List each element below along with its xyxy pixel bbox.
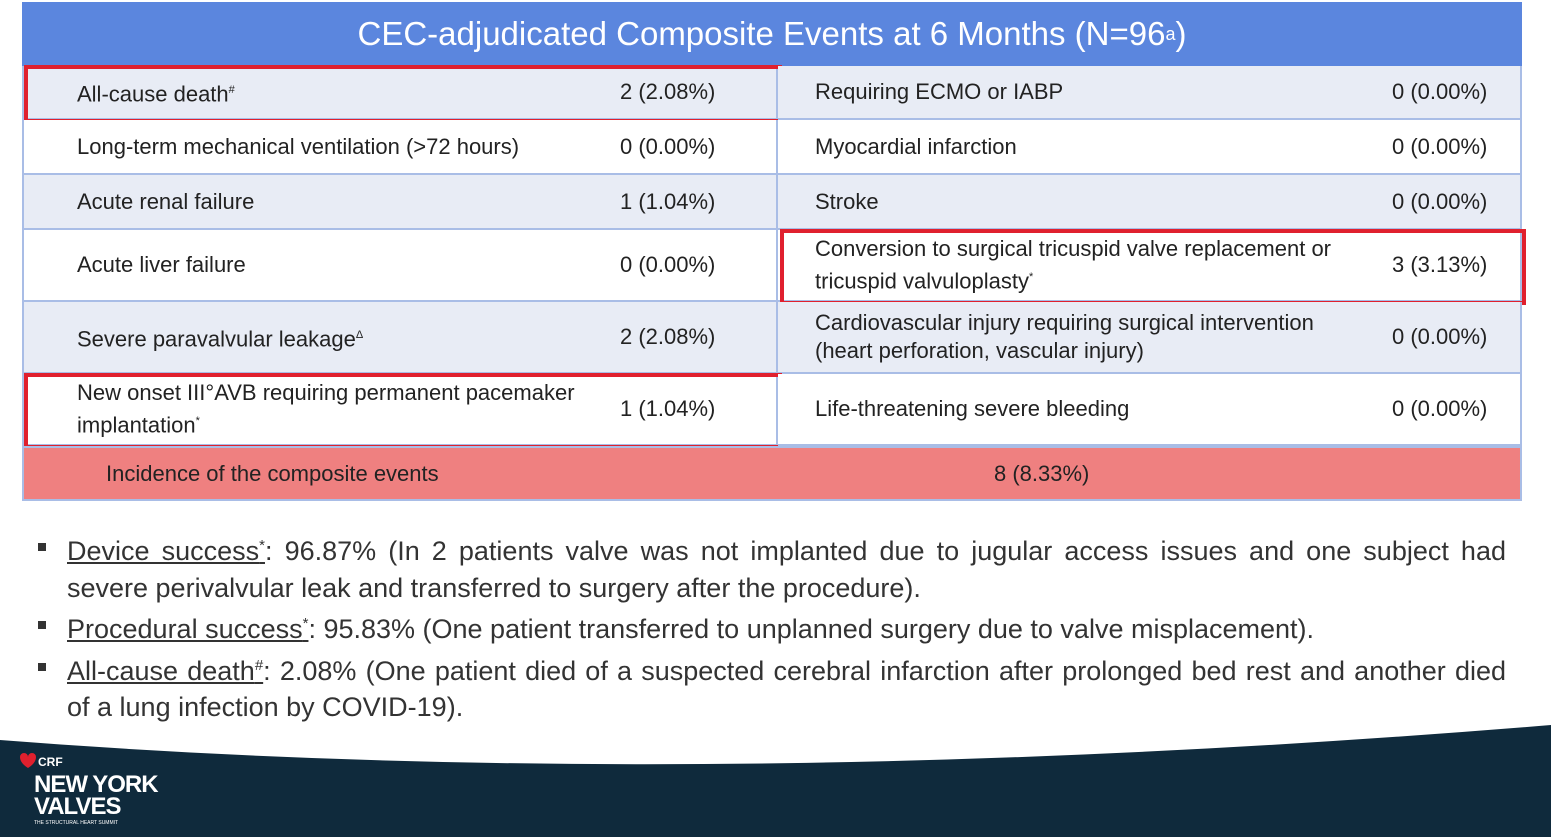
note: Procedural success*: 95.83% (One patient… (38, 606, 1506, 648)
note-text: : 95.83% (One patient transferred to unp… (308, 614, 1315, 644)
highlight-box (780, 229, 1526, 305)
cell-value: 1 (1.04%) (620, 396, 716, 421)
label-sup: * (195, 414, 200, 427)
table-cell: Severe paravalvular leakageΔ 2 (2.08%) (22, 302, 778, 374)
logo-brand: CRF (38, 755, 63, 769)
title-end: ) (1175, 15, 1187, 52)
table-title: CEC-adjudicated Composite Events at 6 Mo… (22, 2, 1522, 66)
cell-label: Acute liver failure (77, 251, 577, 279)
note-term: Device success* (67, 536, 265, 566)
label-text: Cardiovascular injury requiring surgical… (815, 310, 1314, 363)
table-cell: Acute renal failure 1 (1.04%) (22, 175, 778, 230)
cell-value: 0 (0.00%) (1392, 396, 1488, 421)
logo-heart (20, 753, 36, 768)
label-text: Severe paravalvular leakage (77, 326, 356, 352)
table-cell: Conversion to surgical tricuspid valve r… (778, 230, 1522, 302)
cell-value: 1 (1.04%) (620, 188, 716, 214)
table-cell: New onset III°AVB requiring permanent pa… (22, 374, 778, 446)
label-text: Requiring ECMO or IABP (815, 79, 1064, 104)
note-term: Procedural success* (67, 614, 308, 644)
logo-tagline: THE STRUCTURAL HEART SUMMIT (34, 820, 118, 826)
label-text: Acute liver failure (77, 252, 246, 277)
bullet (38, 543, 46, 551)
cell-value: 0 (0.00%) (620, 252, 716, 277)
cell-value: 2 (2.08%) (620, 324, 716, 349)
label-text: Life-threatening severe bleeding (815, 396, 1130, 421)
term-text: Device success (67, 536, 260, 566)
note-term: All-cause death# (67, 656, 263, 686)
table-cell: Stroke 0 (0.00%) (778, 175, 1522, 230)
notes: Device success*: 96.87% (In 2 patients v… (38, 528, 1506, 726)
highlight-box (24, 373, 782, 449)
cell-value: 2 (2.08%) (620, 79, 716, 104)
cell-label: Conversion to surgical tricuspid valve r… (815, 235, 1355, 295)
label-text: New onset III°AVB requiring permanent pa… (77, 379, 575, 438)
table-cell: Requiring ECMO or IABP 0 (0.00%) (778, 66, 1522, 120)
table-cell: Myocardial infarction 0 (0.00%) (778, 120, 1522, 175)
term-sup: * (302, 615, 309, 632)
label-text: Acute renal failure (77, 188, 255, 214)
cell-label: Stroke (815, 188, 1355, 216)
cell-label: All-cause death# (77, 76, 577, 108)
table-cell: Long-term mechanical ventilation (>72 ho… (22, 120, 778, 175)
label-text: Long-term mechanical ventilation (>72 ho… (77, 133, 520, 159)
total-label: Incidence of the composite events (106, 461, 439, 486)
cell-label: Acute renal failure (77, 188, 577, 216)
note: Device success*: 96.87% (In 2 patients v… (38, 528, 1506, 606)
term-text: Procedural success (67, 614, 303, 644)
title-text: CEC-adjudicated Composite Events at 6 Mo… (357, 15, 1166, 52)
total-row: Incidence of the composite events 8 (8.33… (22, 446, 1522, 501)
cell-label: Long-term mechanical ventilation (>72 ho… (77, 133, 577, 161)
label-text: Stroke (815, 188, 879, 214)
cell-label: Cardiovascular injury requiring surgical… (815, 309, 1355, 365)
cell-value: 0 (0.00%) (1392, 324, 1488, 349)
cell-label: New onset III°AVB requiring permanent pa… (77, 379, 577, 439)
label-text: All-cause death (77, 81, 229, 107)
label-sup: # (228, 83, 235, 96)
label-text: Myocardial infarction (815, 133, 1017, 159)
footer: CRF NEW YORK VALVES THE STRUCTURAL HEART… (0, 725, 1551, 837)
term-sup: # (254, 656, 264, 674)
label-sup: Δ (355, 328, 364, 341)
bullet (38, 662, 46, 671)
cell-value: 0 (0.00%) (620, 133, 716, 159)
term-sup: * (259, 537, 265, 554)
cell-value: 0 (0.00%) (1392, 79, 1488, 104)
table-cell: All-cause death# 2 (2.08%) (22, 66, 778, 120)
note: All-cause death#: 2.08% (One patient die… (38, 648, 1506, 726)
highlight-box (24, 65, 782, 123)
table-cell: Acute liver failure 0 (0.00%) (22, 230, 778, 302)
table-cell: Life-threatening severe bleeding 0 (0.00%… (778, 374, 1522, 446)
label-text: Conversion to surgical tricuspid valve r… (815, 235, 1332, 294)
cell-value: 0 (0.00%) (1392, 133, 1488, 159)
note-text: : 96.87% (In 2 patients valve was not im… (67, 536, 1506, 603)
cell-label: Life-threatening severe bleeding (815, 395, 1355, 423)
footer-band (0, 725, 1551, 837)
note-text: : 2.08% (One patient died of a suspected… (67, 655, 1506, 723)
logo-line2: VALVES (34, 793, 121, 820)
label-sup: * (1028, 270, 1034, 283)
table-cell: Cardiovascular injury requiring surgical… (778, 302, 1522, 374)
logo-line1: NEW YORK (34, 771, 159, 798)
cell-label: Severe paravalvular leakageΔ (77, 321, 577, 353)
total-value: 8 (8.33%) (994, 461, 1090, 486)
cell-value: 0 (0.00%) (1392, 188, 1488, 214)
title-sup: a (1165, 23, 1176, 44)
cell-label: Myocardial infarction (815, 133, 1355, 161)
cell-value: 3 (3.13%) (1392, 252, 1488, 277)
term-text: All-cause death (67, 655, 255, 686)
cell-label: Requiring ECMO or IABP (815, 78, 1355, 106)
bullet (38, 621, 46, 629)
